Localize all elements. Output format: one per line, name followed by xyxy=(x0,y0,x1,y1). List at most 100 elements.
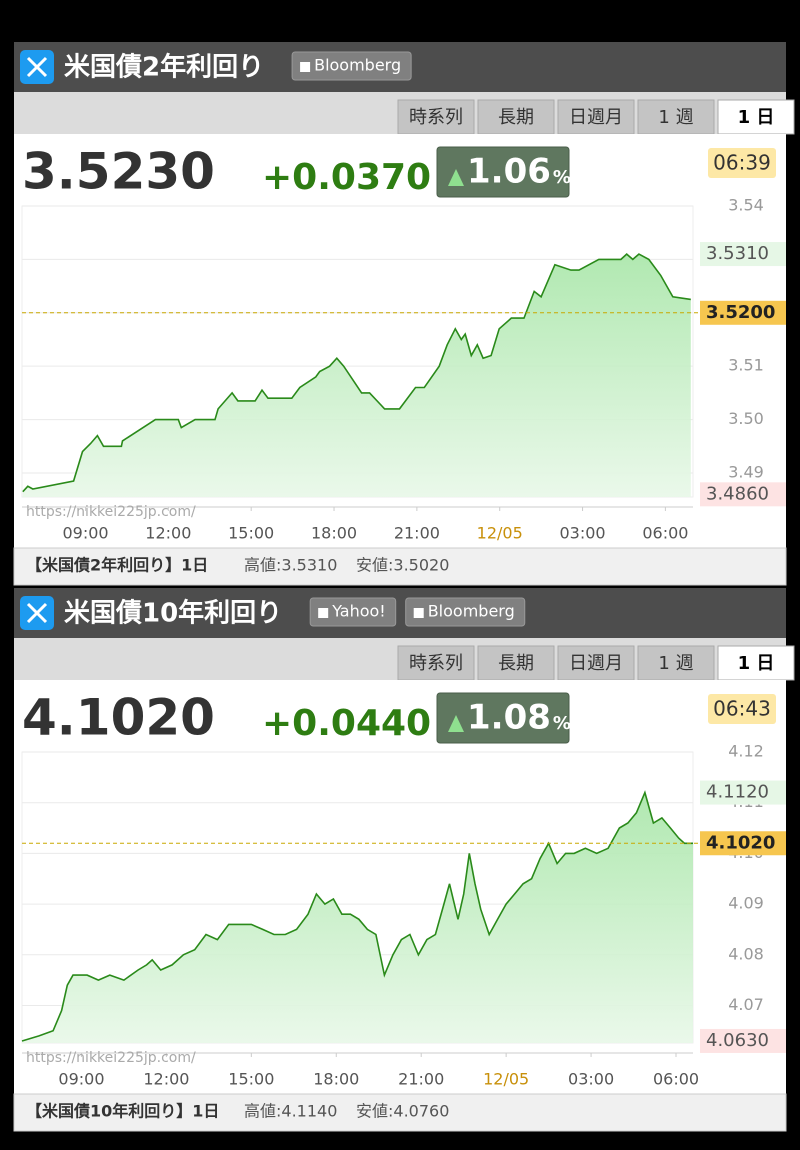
y-tick-label: 3.49 xyxy=(728,462,764,481)
footer-high: 高値:3.5310 xyxy=(244,556,337,575)
tab[interactable] xyxy=(637,99,715,135)
source-tag-box xyxy=(405,597,526,627)
source-tag-label: Yahoo! xyxy=(331,602,386,621)
source-tag-label: Bloomberg xyxy=(428,602,515,621)
area-fill xyxy=(22,254,691,497)
source-tag-box xyxy=(291,51,412,81)
footer-bar xyxy=(13,547,787,586)
x-tick-label: 09:00 xyxy=(58,1070,104,1089)
change-pct-unit: % xyxy=(553,167,571,188)
time-box xyxy=(708,148,776,178)
change-pct: 1.08 xyxy=(467,698,551,738)
tab-label[interactable]: 時系列 xyxy=(409,653,463,674)
y-tick-label: 3.50 xyxy=(728,409,764,428)
watermark: https://nikkei225jp.com/ xyxy=(26,504,196,520)
x-tick-label: 12/05 xyxy=(483,1070,529,1089)
tab-label[interactable]: 1 日 xyxy=(738,653,775,674)
tab[interactable] xyxy=(477,99,555,135)
marker-label: 3.5200 xyxy=(706,302,775,323)
footer-high: 高値:4.1140 xyxy=(244,1102,337,1121)
x-tick-label: 12:00 xyxy=(145,524,191,543)
footer-bar xyxy=(13,1093,787,1132)
source-tag[interactable]: Bloomberg xyxy=(291,51,412,81)
price-line xyxy=(21,790,693,1042)
tab[interactable] xyxy=(557,645,635,681)
footer-low: 安値:3.5020 xyxy=(356,556,449,575)
tab-label[interactable]: 1 週 xyxy=(658,107,693,128)
marker-box xyxy=(700,780,786,805)
tab-label[interactable]: 長期 xyxy=(498,107,534,128)
area-fill xyxy=(22,792,693,1043)
marker-label: 4.1020 xyxy=(706,832,775,853)
marker-label: 3.4860 xyxy=(706,483,769,504)
source-tag[interactable]: Yahoo! xyxy=(309,597,397,627)
marker-box xyxy=(700,831,786,856)
panel-title: 米国債2年利回り xyxy=(64,52,264,83)
y-tick-label: 3.54 xyxy=(728,196,764,215)
marker-label: 4.1120 xyxy=(706,782,769,803)
tab[interactable] xyxy=(397,645,475,681)
footer-label: 【米国債2年利回り】1日 xyxy=(26,556,208,575)
up-triangle xyxy=(448,715,464,732)
y-tick-label: 4.08 xyxy=(728,944,764,963)
footer-low: 安値:4.0760 xyxy=(356,1102,449,1121)
y-tick-label: 3.51 xyxy=(728,356,764,375)
marker-box xyxy=(700,242,786,267)
quote-panel: 米国債10年利回り Yahoo! Bloomberg 時系列 長期 日週月 1 週 1 日 4.… xyxy=(13,588,795,1132)
source-tag-box xyxy=(309,597,397,627)
change-pct: 1.06 xyxy=(467,152,551,192)
tab-active[interactable] xyxy=(717,645,795,681)
change-pct-box xyxy=(436,692,570,744)
source-tag-label: Bloomberg xyxy=(314,56,401,75)
source-tag-icon xyxy=(300,62,311,72)
footer-label: 【米国債10年利回り】1日 xyxy=(26,1102,219,1121)
x-tick-label: 15:00 xyxy=(228,524,274,543)
tab-label[interactable]: 日週月 xyxy=(569,653,623,674)
tab[interactable] xyxy=(477,645,555,681)
time-box xyxy=(708,694,776,724)
price: 4.1020 xyxy=(22,689,215,747)
change: +0.0440 xyxy=(262,703,431,744)
up-triangle xyxy=(448,169,464,186)
x-tick-label: 06:00 xyxy=(642,524,688,543)
source-tag[interactable]: Bloomberg xyxy=(405,597,526,627)
marker-box xyxy=(700,482,786,507)
x-tick-label: 03:00 xyxy=(559,524,605,543)
x-tick-label: 21:00 xyxy=(398,1070,444,1089)
tab[interactable] xyxy=(397,99,475,135)
x-tick-label: 12:00 xyxy=(143,1070,189,1089)
tab[interactable] xyxy=(637,645,715,681)
time: 06:39 xyxy=(713,151,771,175)
quote-panel: 米国債2年利回り Bloomberg 時系列 長期 日週月 1 週 1 日 3.5230 +0.… xyxy=(13,42,795,586)
price: 3.5230 xyxy=(22,143,215,201)
tab-active[interactable] xyxy=(717,99,795,135)
marker-box xyxy=(700,1028,786,1053)
tab-label[interactable]: 時系列 xyxy=(409,107,463,128)
x-tick-label: 15:00 xyxy=(228,1070,274,1089)
change-pct-box xyxy=(436,146,570,198)
x-tick-label: 12/05 xyxy=(477,524,523,543)
change-pct-unit: % xyxy=(553,713,571,734)
tab-label[interactable]: 1 週 xyxy=(658,653,693,674)
panel-title: 米国債10年利回り xyxy=(64,598,282,629)
tab-label[interactable]: 長期 xyxy=(498,653,534,674)
price-line xyxy=(22,253,691,493)
source-tag-icon xyxy=(413,608,424,618)
header-bar xyxy=(14,588,786,638)
change: +0.0370 xyxy=(262,157,431,198)
tab-label[interactable]: 1 日 xyxy=(738,107,775,128)
watermark: https://nikkei225jp.com/ xyxy=(26,1050,196,1066)
x-tick-label: 03:00 xyxy=(568,1070,614,1089)
y-tick-label: 4.09 xyxy=(728,894,764,913)
x-tick-label: 18:00 xyxy=(313,1070,359,1089)
time: 06:43 xyxy=(713,697,771,721)
y-tick-label: 4.12 xyxy=(728,742,764,761)
tab[interactable] xyxy=(557,99,635,135)
marker-box xyxy=(700,300,786,325)
y-tick-label: 4.07 xyxy=(728,995,764,1014)
marker-label: 3.5310 xyxy=(706,243,769,264)
x-tick-label: 21:00 xyxy=(394,524,440,543)
tab-label[interactable]: 日週月 xyxy=(569,107,623,128)
